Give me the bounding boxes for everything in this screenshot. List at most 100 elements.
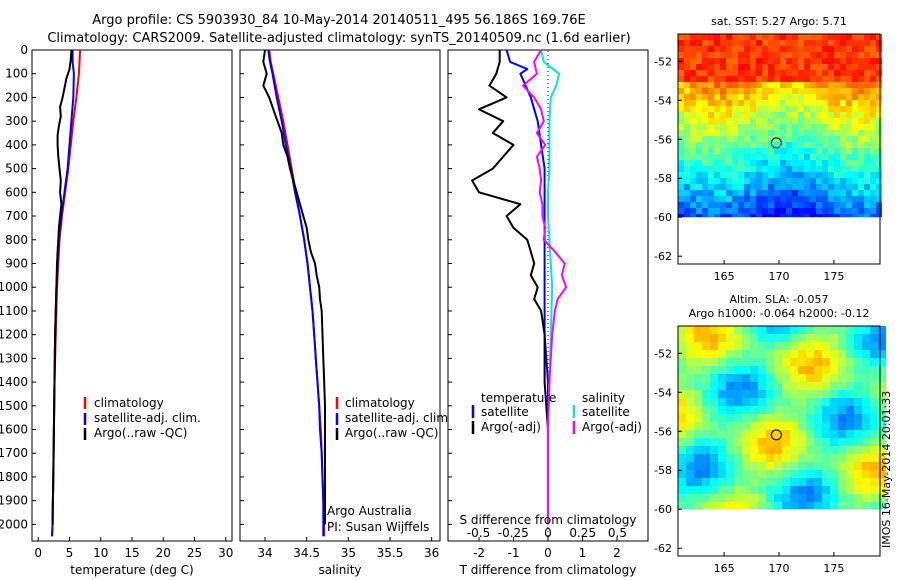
heatmap-cell (738, 196, 744, 202)
heatmap-cell (870, 414, 878, 422)
heatmap-cell (864, 154, 870, 160)
heatmap-cell (858, 76, 864, 82)
heatmap-cell (734, 350, 742, 358)
heatmap-cell (780, 70, 786, 76)
heatmap-cell (834, 142, 840, 148)
heatmap-cell (774, 414, 782, 422)
heatmap-cell (696, 172, 702, 178)
heatmap-cell (678, 438, 686, 446)
heatmap-cell (684, 70, 690, 76)
heatmap-cell (678, 52, 684, 58)
heatmap-cell (690, 202, 696, 208)
heatmap-cell (828, 100, 834, 106)
heatmap-cell (702, 326, 710, 334)
heatmap-cell (766, 358, 774, 366)
heatmap-cell (798, 446, 806, 454)
heatmap-cell (870, 494, 878, 502)
heatmap-cell (678, 76, 684, 82)
heatmap-cell (822, 184, 828, 190)
heatmap-cell (678, 470, 686, 478)
heatmap-cell (714, 202, 720, 208)
heatmap-cell (790, 358, 798, 366)
heatmap-cell (782, 350, 790, 358)
heatmap-cell (814, 446, 822, 454)
heatmap-cell (870, 366, 878, 374)
heatmap-cell (726, 94, 732, 100)
heatmap-cell (870, 462, 878, 470)
heatmap-cell (780, 148, 786, 154)
depth-tick-label: 1600 (0, 423, 28, 437)
heatmap-cell (696, 178, 702, 184)
heatmap-cell (870, 342, 878, 350)
heatmap-cell (864, 118, 870, 124)
heatmap-cell (726, 46, 732, 52)
heatmap-cell (834, 172, 840, 178)
depth-tick-label: 1400 (0, 375, 28, 389)
heatmap-cell (702, 94, 708, 100)
heatmap-cell (816, 118, 822, 124)
heatmap-cell (750, 208, 756, 214)
sla-map-panel: Altim. SLA: -0.057 Argo h1000: -0.064 h2… (654, 293, 886, 575)
heatmap-cell (762, 208, 768, 214)
heatmap-cell (758, 398, 766, 406)
heatmap-cell (684, 82, 690, 88)
heatmap-cell (702, 46, 708, 52)
heatmap-cell (708, 118, 714, 124)
lat-tick-label: -60 (654, 211, 672, 224)
heatmap-cell (750, 148, 756, 154)
salinity-profile-panel: 34 34.5 35 35.5 36 salinity climatology sate… (239, 49, 452, 577)
heatmap-cell (852, 88, 858, 94)
heatmap-cell (720, 106, 726, 112)
heatmap-cell (792, 94, 798, 100)
heatmap-cell (798, 422, 806, 430)
heatmap-cell (686, 334, 694, 342)
heatmap-cell (792, 136, 798, 142)
sst-lon-tick-labels: 165 170 175 (714, 270, 845, 283)
heatmap-cell (750, 342, 758, 350)
heatmap-cell (806, 454, 814, 462)
heatmap-cell (790, 454, 798, 462)
heatmap-cell (798, 382, 806, 390)
heatmap-cell (828, 70, 834, 76)
heatmap-cell (696, 40, 702, 46)
heatmap-cell (854, 494, 862, 502)
heatmap-cell (756, 34, 762, 40)
heatmap-cell (846, 154, 852, 160)
salinity-legend: climatology satellite-adj. clim. Argo(..… (335, 396, 452, 440)
heatmap-cell (840, 52, 846, 58)
heatmap-cell (846, 422, 854, 430)
heatmap-cell (756, 52, 762, 58)
heatmap-cell (744, 130, 750, 136)
heatmap-cell (678, 106, 684, 112)
heatmap-cell (804, 178, 810, 184)
heatmap-cell (678, 214, 684, 218)
heatmap-cell (804, 184, 810, 190)
heatmap-cell (702, 148, 708, 154)
heatmap-cell (702, 166, 708, 172)
heatmap-cell (798, 184, 804, 190)
heatmap-cell (684, 148, 690, 154)
heatmap-cell (782, 358, 790, 366)
heatmap-cell (714, 112, 720, 118)
heatmap-cell (804, 214, 810, 218)
heatmap-cell (862, 406, 870, 414)
heatmap-cell (810, 46, 816, 52)
heatmap-cell (810, 208, 816, 214)
heatmap-cell (694, 430, 702, 438)
heatmap-cell (786, 172, 792, 178)
heatmap-cell (780, 142, 786, 148)
heatmap-cell (726, 454, 734, 462)
heatmap-cell (790, 366, 798, 374)
heatmap-cell (758, 374, 766, 382)
heatmap-cell (766, 406, 774, 414)
heatmap-cell (804, 94, 810, 100)
heatmap-cell (790, 462, 798, 470)
heatmap-cell (766, 342, 774, 350)
legend-label-salinity-argo: Argo(-adj) (582, 420, 642, 434)
heatmap-cell (694, 358, 702, 366)
heatmap-cell (684, 178, 690, 184)
heatmap-cell (742, 470, 750, 478)
heatmap-cell (854, 422, 862, 430)
heatmap-cell (758, 494, 766, 502)
heatmap-cell (822, 58, 828, 64)
